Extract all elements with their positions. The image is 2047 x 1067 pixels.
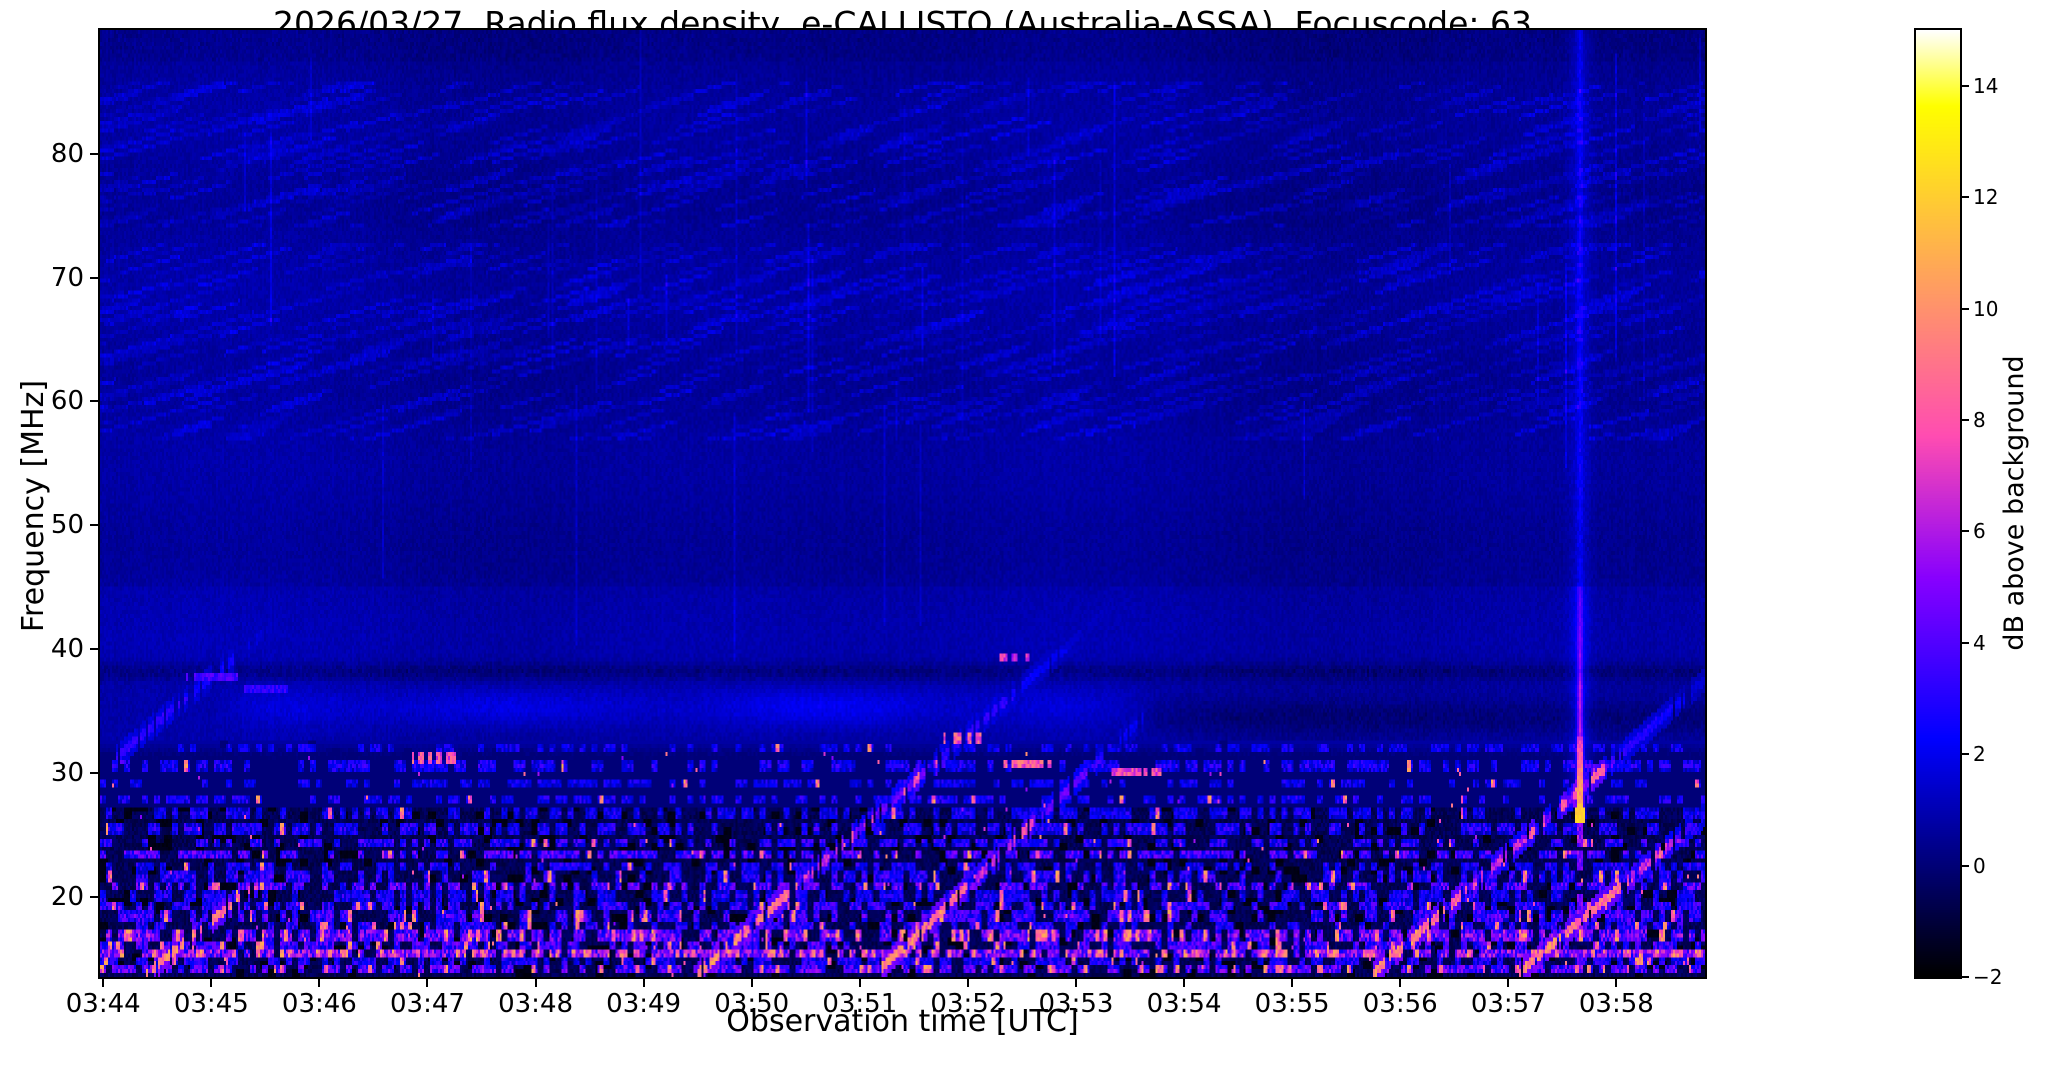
y-tick-label: 70 <box>50 262 84 293</box>
x-tick-mark <box>966 977 969 987</box>
x-tick-mark <box>1183 977 1186 987</box>
y-tick-mark <box>90 771 100 774</box>
y-tick-label: 50 <box>50 510 84 541</box>
colorbar-tick-mark <box>1960 418 1969 421</box>
y-tick-label: 40 <box>50 633 84 664</box>
y-tick-mark <box>90 524 100 527</box>
colorbar-label: dB above background <box>1999 355 2030 651</box>
x-tick-mark <box>1291 977 1294 987</box>
y-tick-mark <box>90 647 100 650</box>
x-tick-label: 03:58 <box>1578 989 1654 1019</box>
x-tick-label: 03:54 <box>1146 989 1222 1019</box>
x-tick-label: 03:57 <box>1470 989 1546 1019</box>
x-tick-label: 03:49 <box>606 989 682 1019</box>
x-tick-mark <box>750 977 753 987</box>
x-tick-label: 03:50 <box>714 989 790 1019</box>
x-tick-label: 03:46 <box>281 989 357 1019</box>
colorbar-tick-mark <box>1960 307 1969 310</box>
colorbar-tick-label: 4 <box>1973 630 1986 655</box>
x-tick-mark <box>1615 977 1618 987</box>
x-tick-mark <box>534 977 537 987</box>
x-tick-mark <box>318 977 321 987</box>
x-tick-label: 03:51 <box>822 989 898 1019</box>
x-tick-mark <box>102 977 105 987</box>
colorbar-tick-label: 6 <box>1973 519 1986 544</box>
colorbar-tick-mark <box>1960 641 1969 644</box>
y-tick-label: 60 <box>50 386 84 417</box>
colorbar-tick-mark <box>1960 84 1969 87</box>
x-tick-mark <box>642 977 645 987</box>
colorbar-tick-mark <box>1960 530 1969 533</box>
x-tick-mark <box>858 977 861 987</box>
x-tick-mark <box>1399 977 1402 987</box>
x-tick-label: 03:52 <box>930 989 1006 1019</box>
x-axis-label: Observation time [UTC] <box>726 1004 1079 1039</box>
x-tick-mark <box>1507 977 1510 987</box>
plot-area <box>98 28 1707 979</box>
x-tick-label: 03:44 <box>65 989 141 1019</box>
y-tick-mark <box>90 152 100 155</box>
colorbar-tick-label: 12 <box>1973 185 1999 210</box>
colorbar-tick-mark <box>1960 196 1969 199</box>
x-tick-mark <box>1074 977 1077 987</box>
colorbar-tick-mark <box>1960 976 1969 978</box>
x-tick-label: 03:53 <box>1038 989 1114 1019</box>
y-tick-mark <box>90 276 100 279</box>
y-tick-mark <box>90 895 100 898</box>
colorbar-tick-mark <box>1960 753 1969 756</box>
colorbar-canvas <box>1916 30 1960 977</box>
colorbar-tick-label: 8 <box>1973 407 1986 432</box>
colorbar-tick-label: 14 <box>1973 73 1999 98</box>
x-tick-label: 03:56 <box>1362 989 1438 1019</box>
colorbar <box>1914 28 1962 979</box>
colorbar-tick-label: 0 <box>1973 853 1986 878</box>
y-tick-label: 20 <box>50 881 84 912</box>
colorbar-tick-mark <box>1960 864 1969 867</box>
y-tick-label: 30 <box>50 757 84 788</box>
x-tick-mark <box>426 977 429 987</box>
x-tick-label: 03:47 <box>390 989 465 1019</box>
y-tick-label: 80 <box>50 138 84 169</box>
colorbar-tick-label: 10 <box>1973 296 1999 321</box>
colorbar-tick-label: 2 <box>1973 742 1986 767</box>
x-tick-mark <box>210 977 213 987</box>
colorbar-tick-label: −2 <box>1973 965 2003 989</box>
x-tick-label: 03:48 <box>498 989 574 1019</box>
x-tick-label: 03:45 <box>173 989 249 1019</box>
x-tick-label: 03:55 <box>1254 989 1330 1019</box>
spectrogram-canvas <box>100 30 1705 977</box>
y-tick-mark <box>90 400 100 403</box>
